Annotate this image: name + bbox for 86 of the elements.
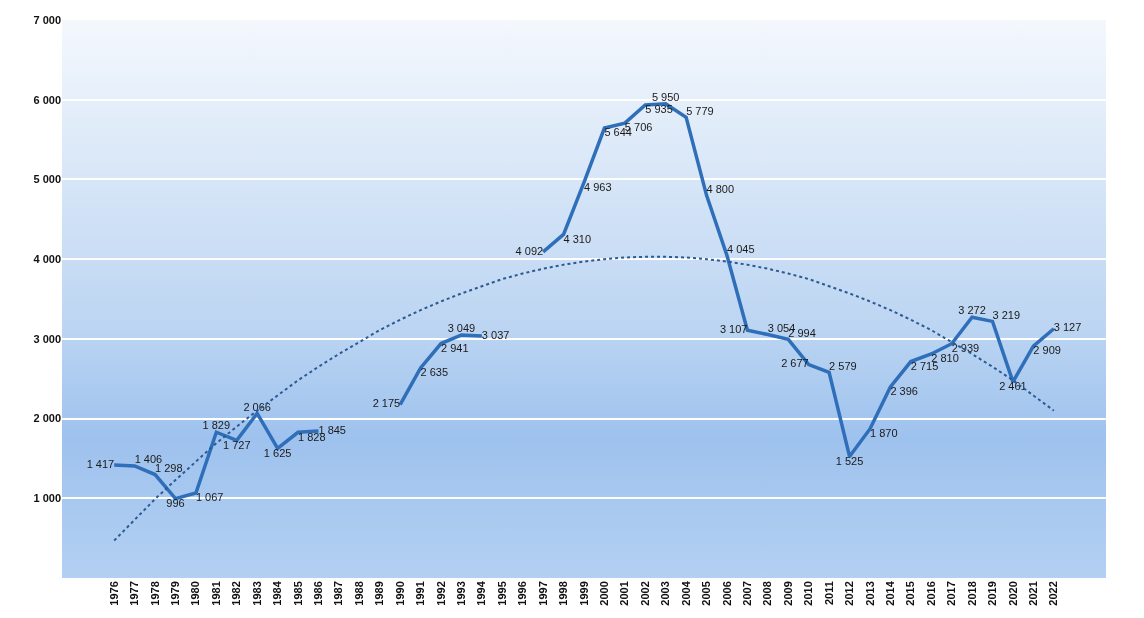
x-tick-label: 1999 [577, 581, 590, 606]
x-tick-label: 1983 [250, 581, 263, 606]
x-tick-label: 2022 [1047, 581, 1060, 606]
x-tick-label: 1997 [536, 581, 549, 606]
data-label: 1 417 [86, 457, 115, 470]
x-tick-label: 2014 [883, 580, 896, 606]
x-tick-label: 2004 [679, 580, 692, 606]
x-tick-label: 1980 [189, 581, 202, 606]
data-label: 2 909 [1033, 344, 1061, 357]
data-label: 3 272 [958, 304, 986, 317]
x-tick-label: 1998 [557, 581, 570, 606]
x-tick-label: 2009 [781, 581, 794, 606]
data-label: 3 107 [719, 323, 748, 336]
data-label: 3 049 [447, 322, 476, 335]
x-tick-label: 2020 [1006, 581, 1019, 606]
data-label: 2 579 [829, 359, 857, 372]
x-tick-label: 2017 [945, 581, 958, 606]
data-label: 1 406 [134, 453, 163, 466]
x-tick-label: 1993 [455, 581, 468, 606]
x-tick-label: 2005 [700, 581, 713, 606]
data-label: 4 310 [563, 232, 592, 245]
x-tick-label: 1976 [107, 581, 120, 606]
x-tick-label: 2000 [598, 581, 611, 606]
y-tick-label: 4 000 [33, 252, 61, 265]
x-tick-label: 1977 [128, 581, 141, 606]
data-label: 1 067 [195, 491, 224, 504]
x-tick-label: 1982 [230, 581, 243, 606]
y-tick-label: 3 000 [33, 332, 61, 345]
data-label: 3 127 [1053, 321, 1082, 334]
x-tick-label: 2021 [1026, 581, 1039, 606]
x-tick-label: 2003 [659, 581, 672, 606]
x-tick-label: 2006 [720, 581, 733, 606]
data-label: 1 870 [869, 427, 898, 440]
data-label: 1 727 [222, 438, 251, 451]
data-label: 5 950 [651, 90, 680, 103]
data-label: 996 [166, 496, 185, 509]
x-tick-label: 1992 [434, 581, 447, 606]
x-tick-label: 1989 [373, 581, 386, 606]
data-label: 2 396 [890, 385, 918, 398]
data-label: 1 625 [263, 446, 292, 459]
data-label: 4 800 [706, 182, 735, 195]
data-label: 5 935 [645, 103, 673, 116]
x-tick-label: 1978 [148, 581, 161, 606]
x-tick-label: 1987 [332, 581, 345, 606]
x-tick-label: 2016 [924, 581, 937, 606]
data-label: 4 045 [726, 242, 755, 255]
data-label: 4 092 [515, 244, 544, 257]
x-tick-label: 2007 [740, 581, 753, 606]
x-tick-label: 1985 [291, 581, 304, 606]
x-tick-label: 2008 [761, 581, 774, 606]
x-tick-label: 2010 [802, 581, 815, 606]
x-tick-label: 1994 [475, 580, 488, 606]
x-tick-label: 2015 [904, 581, 917, 606]
y-tick-label: 1 000 [33, 492, 61, 505]
data-label: 2 175 [372, 397, 401, 410]
data-label: 3 037 [481, 328, 510, 341]
y-tick-label: 7 000 [33, 13, 61, 26]
x-tick-label: 1991 [414, 581, 427, 606]
data-label: 4 963 [584, 180, 612, 193]
x-tick-label: 2012 [843, 581, 856, 606]
data-label: 3 219 [992, 308, 1021, 321]
x-tick-label: 1988 [352, 581, 365, 606]
x-tick-label: 1984 [271, 580, 284, 606]
x-tick-label: 1990 [393, 581, 406, 606]
x-tick-label: 2019 [986, 581, 999, 606]
data-label: 2 461 [999, 380, 1027, 393]
data-label: 2 939 [951, 341, 980, 354]
y-tick-label: 5 000 [33, 173, 61, 186]
data-label: 2 677 [781, 357, 809, 370]
data-label: 5 779 [686, 104, 714, 117]
data-label: 1 525 [835, 454, 864, 467]
x-tick-label: 1995 [495, 581, 508, 606]
data-label: 1 829 [202, 419, 231, 432]
x-tick-label: 2018 [965, 581, 978, 606]
data-label: 2 635 [420, 366, 449, 379]
x-tick-label: 1979 [169, 581, 182, 606]
data-label: 2 941 [441, 341, 469, 354]
x-tick-label: 2001 [618, 581, 631, 606]
x-tick-label: 2002 [638, 581, 651, 606]
x-tick-label: 2011 [822, 581, 835, 606]
x-tick-label: 1996 [516, 581, 529, 606]
y-tick-label: 6 000 [33, 93, 61, 106]
x-tick-label: 2013 [863, 581, 876, 606]
y-tick-label: 2 000 [33, 412, 61, 425]
x-tick-label: 1981 [209, 581, 222, 606]
x-tick-label: 1986 [312, 581, 325, 606]
